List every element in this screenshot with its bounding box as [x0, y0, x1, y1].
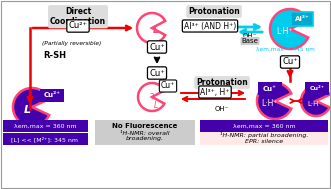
- Text: λem,max = 360 nm: λem,max = 360 nm: [233, 123, 295, 129]
- Polygon shape: [138, 83, 165, 111]
- Text: Cu²⁺: Cu²⁺: [69, 22, 87, 30]
- Text: OH⁻: OH⁻: [215, 106, 229, 112]
- Text: Cu²⁺: Cu²⁺: [43, 92, 61, 98]
- Polygon shape: [270, 9, 308, 49]
- Bar: [291, 12, 313, 26]
- Bar: [95, 120, 195, 145]
- Text: λem,max = 360 nm: λem,max = 360 nm: [14, 123, 76, 129]
- Text: Protonation: Protonation: [188, 7, 240, 16]
- Text: L·H: L·H: [307, 101, 319, 107]
- Bar: [258, 82, 282, 95]
- Bar: [3, 133, 88, 145]
- Text: Cu⁺: Cu⁺: [161, 81, 175, 91]
- Text: Cu⁺: Cu⁺: [263, 86, 277, 92]
- Bar: [305, 82, 329, 95]
- Text: (Partially reversible): (Partially reversible): [42, 42, 102, 46]
- Polygon shape: [257, 83, 291, 119]
- Polygon shape: [137, 13, 165, 43]
- Text: L: L: [154, 101, 158, 111]
- Text: L·H⁺: L·H⁺: [277, 28, 293, 36]
- Text: Al³⁺ (AND H⁺): Al³⁺ (AND H⁺): [184, 22, 236, 30]
- Text: L: L: [24, 105, 30, 115]
- Text: Cu⁺: Cu⁺: [149, 68, 165, 77]
- Text: Protonation: Protonation: [196, 78, 248, 87]
- Text: Cu⁺: Cu⁺: [282, 57, 298, 67]
- Bar: [200, 120, 328, 145]
- Bar: [200, 120, 328, 132]
- Polygon shape: [13, 88, 49, 126]
- Text: Al³⁺, H⁺: Al³⁺, H⁺: [200, 88, 230, 97]
- Text: L·H⁺: L·H⁺: [262, 99, 278, 108]
- Text: R-SH: R-SH: [43, 50, 67, 60]
- Text: Base: Base: [242, 38, 259, 44]
- Text: λem,max = 445 nm: λem,max = 445 nm: [256, 46, 314, 51]
- Polygon shape: [301, 86, 330, 116]
- Text: ¹H-NMR: overall
broadening.: ¹H-NMR: overall broadening.: [120, 131, 170, 141]
- Text: Al³⁺: Al³⁺: [295, 16, 309, 22]
- Bar: [3, 120, 88, 132]
- Text: OH⁻: OH⁻: [243, 33, 257, 39]
- Text: ¹H-NMR: partial broadening.
EPR: silence: ¹H-NMR: partial broadening. EPR: silence: [220, 132, 308, 144]
- Text: Cu⁺: Cu⁺: [149, 43, 165, 51]
- Text: Cu²⁺: Cu²⁺: [309, 87, 324, 91]
- Text: [L] << [M²⁺]: 345 nm: [L] << [M²⁺]: 345 nm: [12, 136, 78, 142]
- Text: Direct
Coordination: Direct Coordination: [50, 7, 106, 26]
- Bar: [40, 89, 64, 102]
- Text: No Fluorescence: No Fluorescence: [112, 123, 178, 129]
- Text: ?: ?: [150, 94, 154, 102]
- Text: L: L: [153, 25, 159, 35]
